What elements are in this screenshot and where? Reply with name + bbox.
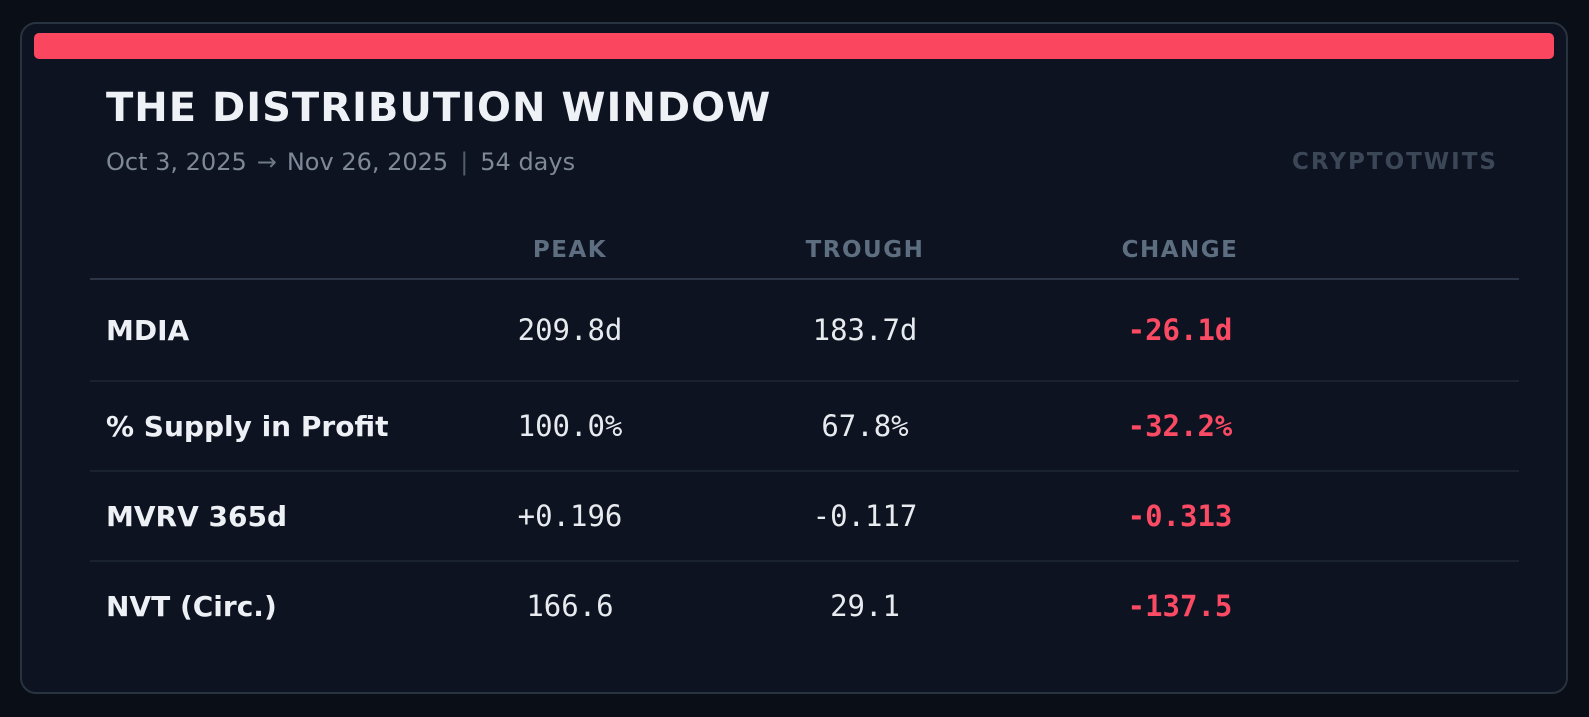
column-header-trough: TROUGH: [805, 237, 925, 263]
arrow-icon: →: [256, 148, 277, 176]
table-row: MVRV 365d +0.196 -0.117 -0.313: [90, 472, 1519, 562]
accent-bar: [34, 33, 1554, 59]
peak-value: +0.196: [517, 499, 623, 533]
table-header-row: PEAK TROUGH CHANGE: [90, 222, 1519, 280]
peak-value: 100.0%: [517, 409, 623, 443]
trough-value: 29.1: [830, 589, 900, 623]
stats-card: THE DISTRIBUTION WINDOW Oct 3, 2025 → Nov …: [20, 22, 1568, 694]
date-end: Nov 26, 2025: [286, 148, 449, 176]
card-content: THE DISTRIBUTION WINDOW Oct 3, 2025 → Nov …: [22, 85, 1566, 650]
change-value: -32.2%: [1127, 409, 1233, 443]
metric-label: % Supply in Profit: [106, 409, 389, 443]
change-value: -137.5: [1127, 589, 1233, 623]
page-title: THE DISTRIBUTION WINDOW: [106, 85, 772, 131]
metric-label: MVRV 365d: [106, 499, 288, 533]
metric-label: NVT (Circ.): [106, 589, 277, 623]
trough-value: -0.117: [812, 499, 918, 533]
separator-pipe: |: [460, 148, 469, 176]
peak-value: 166.6: [526, 589, 614, 623]
change-value: -26.1d: [1127, 313, 1233, 347]
metrics-table: PEAK TROUGH CHANGE MDIA 209.8d 183.7d -2…: [90, 222, 1519, 650]
duration-label: 54 days: [480, 148, 576, 176]
change-value: -0.313: [1127, 499, 1233, 533]
watermark: CRYPTOTWITS: [1292, 149, 1498, 175]
table-row: MDIA 209.8d 183.7d -26.1d: [90, 280, 1519, 382]
title-block: THE DISTRIBUTION WINDOW Oct 3, 2025 → Nov …: [106, 85, 771, 176]
trough-value: 67.8%: [821, 409, 909, 443]
column-header-peak: PEAK: [532, 237, 608, 263]
card-header: THE DISTRIBUTION WINDOW Oct 3, 2025 → Nov …: [90, 85, 1515, 176]
table-row: NVT (Circ.) 166.6 29.1 -137.5: [90, 562, 1519, 650]
peak-value: 209.8d: [517, 313, 623, 347]
table-row: % Supply in Profit 100.0% 67.8% -32.2%: [90, 382, 1519, 472]
metric-label: MDIA: [106, 313, 190, 347]
date-start: Oct 3, 2025: [106, 148, 247, 176]
trough-value: 183.7d: [812, 313, 918, 347]
date-range: Oct 3, 2025 → Nov 26, 2025 | 54 days: [106, 148, 771, 176]
column-header-change: CHANGE: [1121, 237, 1239, 263]
